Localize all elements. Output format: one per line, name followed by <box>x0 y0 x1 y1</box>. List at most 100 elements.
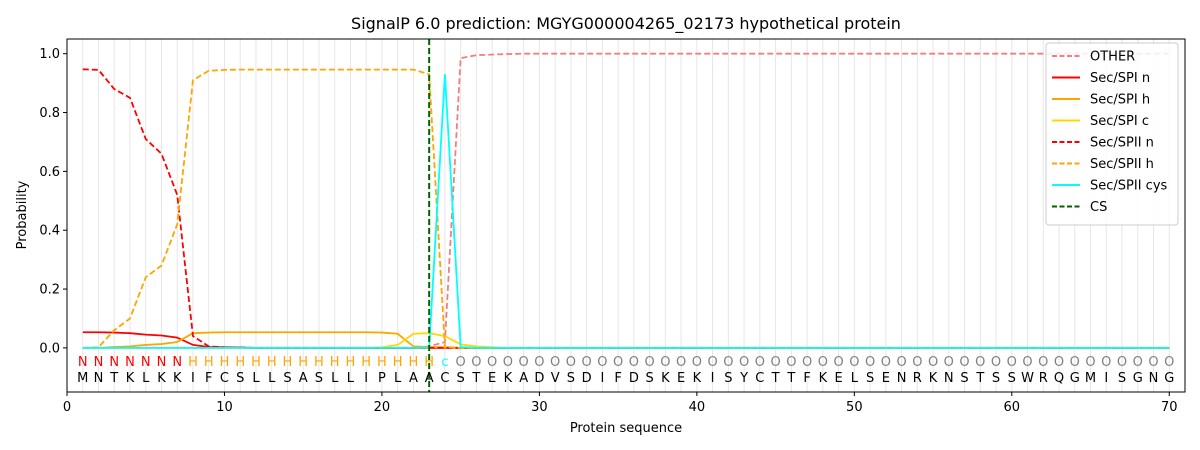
prediction-label: O <box>959 355 969 370</box>
prediction-label: O <box>597 355 607 370</box>
residue-label: C <box>755 371 764 386</box>
residue-label: K <box>126 371 135 386</box>
y-tick-label: 0.6 <box>39 165 60 180</box>
prediction-label: O <box>991 355 1001 370</box>
prediction-label: N <box>94 355 104 370</box>
prediction-label: H <box>267 355 277 370</box>
residue-label: I <box>1104 371 1108 386</box>
residue-label: T <box>786 371 795 386</box>
residue-label: S <box>992 371 1000 386</box>
residue-label: F <box>803 371 810 386</box>
prediction-label: O <box>566 355 576 370</box>
prediction-label: O <box>849 355 859 370</box>
residue-label: R <box>1039 371 1048 386</box>
prediction-label: O <box>1164 355 1174 370</box>
prediction-label: O <box>471 355 481 370</box>
prediction-label: O <box>975 355 985 370</box>
legend-box <box>1045 42 1179 226</box>
prediction-label: O <box>534 355 544 370</box>
y-tick-label: 0.0 <box>39 341 60 356</box>
residue-label: T <box>109 371 118 386</box>
prediction-label: O <box>1133 355 1143 370</box>
prediction-label: N <box>157 355 167 370</box>
residue-label: K <box>157 371 166 386</box>
prediction-label: O <box>645 355 655 370</box>
residue-label: G <box>1164 371 1174 386</box>
x-tick-label: 40 <box>689 400 706 415</box>
prediction-label: H <box>188 355 198 370</box>
residue-label: Y <box>739 371 748 386</box>
prediction-label: O <box>833 355 843 370</box>
residue-label: T <box>471 371 480 386</box>
prediction-label: H <box>251 355 261 370</box>
prediction-label: O <box>802 355 812 370</box>
legend-entry: Sec/SPI c <box>1090 114 1149 129</box>
prediction-label: N <box>78 355 88 370</box>
x-tick-label: 0 <box>63 400 71 415</box>
prediction-label: O <box>1022 355 1032 370</box>
series-layer <box>82 39 1170 392</box>
prediction-label: H <box>314 355 324 370</box>
residue-label: I <box>191 371 195 386</box>
residue-label: L <box>851 371 859 386</box>
residue-label: Q <box>1054 371 1064 386</box>
residue-label: W <box>1021 371 1034 386</box>
residue-label: R <box>913 371 922 386</box>
residue-label: S <box>1008 371 1016 386</box>
residue-label: V <box>551 371 560 386</box>
prediction-label: O <box>629 355 639 370</box>
prediction-label: O <box>928 355 938 370</box>
legend: OTHER Sec/SPI n Sec/SPI h Sec/SPI c Sec/SPII… <box>1045 42 1179 226</box>
legend-entry: Sec/SPI n <box>1090 71 1150 86</box>
residue-label: K <box>504 371 513 386</box>
prediction-label: O <box>487 355 497 370</box>
prediction-label: O <box>739 355 749 370</box>
residue-label: S <box>283 371 291 386</box>
residue-label: K <box>173 371 182 386</box>
residue-label: D <box>582 371 592 386</box>
y-axis-label: Probability <box>15 180 30 249</box>
prediction-label: H <box>283 355 293 370</box>
residue-label: D <box>629 371 639 386</box>
residue-label: A <box>519 371 528 386</box>
prediction-label: O <box>676 355 686 370</box>
prediction-label: H <box>361 355 371 370</box>
prediction-label: O <box>1038 355 1048 370</box>
legend-entry: Sec/SPII cys <box>1090 179 1168 194</box>
residue-label: N <box>944 371 954 386</box>
prediction-label: O <box>912 355 922 370</box>
residue-label: E <box>882 371 890 386</box>
y-axis: 0.0 0.2 0.4 0.6 0.8 1.0 <box>39 47 67 356</box>
residue-label: S <box>866 371 874 386</box>
residue-label: S <box>645 371 653 386</box>
prediction-label: H <box>346 355 356 370</box>
prediction-label: N <box>141 355 151 370</box>
prediction-label: O <box>692 355 702 370</box>
residue-label: N <box>94 371 104 386</box>
y-tick-label: 0.8 <box>39 106 60 121</box>
residue-label: E <box>488 371 496 386</box>
prediction-label: O <box>613 355 623 370</box>
series-line-sec-spii-cys <box>82 74 1170 349</box>
residue-label: D <box>534 371 544 386</box>
residue-label: K <box>661 371 670 386</box>
residue-label: G <box>1070 371 1080 386</box>
prediction-label: O <box>865 355 875 370</box>
prediction-label: O <box>660 355 670 370</box>
y-tick-label: 0.4 <box>39 224 60 239</box>
prediction-label: O <box>1085 355 1095 370</box>
residue-label: M <box>1085 371 1096 386</box>
legend-entry: Sec/SPII h <box>1090 157 1154 172</box>
residue-label: I <box>711 371 715 386</box>
prediction-label: c <box>441 355 448 370</box>
residue-label: E <box>834 371 842 386</box>
plot-frame <box>66 38 1186 393</box>
residue-label: A <box>299 371 308 386</box>
prediction-label: H <box>220 355 230 370</box>
residue-label: P <box>378 371 386 386</box>
prediction-label: O <box>1054 355 1064 370</box>
residue-label: G <box>1133 371 1143 386</box>
y-tick-label: 0.2 <box>39 283 60 298</box>
x-tick-label: 50 <box>846 400 863 415</box>
prediction-label: O <box>818 355 828 370</box>
